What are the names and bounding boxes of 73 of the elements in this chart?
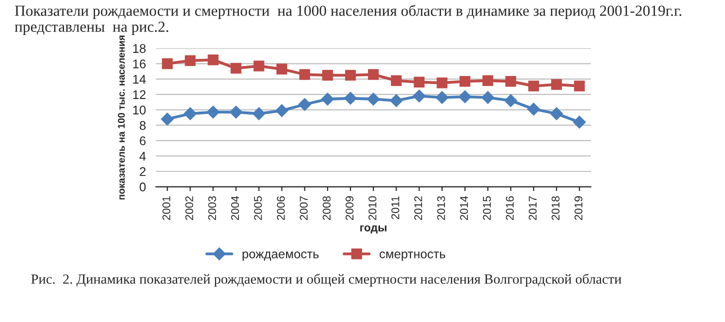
x-tick-label: 2005 xyxy=(254,196,262,220)
point xyxy=(527,102,540,116)
point xyxy=(206,106,220,119)
point xyxy=(412,90,426,102)
point xyxy=(275,104,288,118)
x-tick-label: 2002 xyxy=(185,196,194,220)
point xyxy=(230,62,242,74)
chart-title: Показатели рождаемости и смертности на 1000 населения области в динамике за период 2001-2019г.г. представлены на рис.2. xyxy=(14,4,682,35)
point xyxy=(390,94,403,108)
point xyxy=(184,55,196,66)
point xyxy=(573,116,586,129)
x-tick-label: 2009 xyxy=(346,196,354,220)
point xyxy=(254,60,264,72)
y-tick-label: 8 xyxy=(140,121,146,130)
point xyxy=(299,69,310,80)
y-tick-label: 10 xyxy=(133,106,146,114)
point xyxy=(436,78,448,88)
x-tick-label: 2018 xyxy=(552,196,560,220)
point xyxy=(504,94,518,108)
point xyxy=(460,76,470,87)
x-tick-label: 2008 xyxy=(322,196,331,220)
x-axis-title: годы xyxy=(360,225,386,234)
x-tick-label: 2013 xyxy=(437,196,446,220)
point xyxy=(344,92,357,105)
point xyxy=(550,107,563,120)
y-tick-label: 18 xyxy=(133,44,146,53)
point xyxy=(276,64,288,74)
point xyxy=(368,69,379,80)
x-tick-label: 2007 xyxy=(300,196,308,220)
x-tick-label: 2019 xyxy=(574,196,582,220)
point xyxy=(162,58,173,70)
point xyxy=(160,112,174,126)
legend-label: смертность xyxy=(380,252,446,261)
x-tick-label: 2001 xyxy=(162,196,170,220)
point xyxy=(252,107,266,120)
x-tick-label: 2014 xyxy=(460,196,468,220)
point xyxy=(298,98,312,111)
point xyxy=(574,80,585,92)
point xyxy=(482,75,494,86)
point xyxy=(528,80,540,92)
x-tick-label: 2004 xyxy=(231,196,239,220)
point xyxy=(481,91,494,104)
y-tick-label: 6 xyxy=(140,136,146,146)
legend-label: рождаемость xyxy=(242,252,319,261)
x-tick-label: 2003 xyxy=(208,196,216,220)
point xyxy=(208,54,218,66)
point xyxy=(230,106,242,119)
x-tick-label: 2016 xyxy=(506,196,514,220)
y-tick-label: 14 xyxy=(133,75,146,84)
point xyxy=(390,75,402,86)
x-tick-label: 2010 xyxy=(368,196,376,220)
y-tick-label: 12 xyxy=(133,90,146,99)
point xyxy=(458,90,472,104)
y-tick-label: 4 xyxy=(139,152,146,161)
point xyxy=(505,76,516,87)
x-tick-label: 2017 xyxy=(528,196,537,220)
point xyxy=(551,79,562,90)
x-tick-label: 2011 xyxy=(391,196,400,220)
point xyxy=(184,107,197,120)
point xyxy=(322,70,333,81)
point xyxy=(436,91,448,104)
point xyxy=(321,92,334,106)
x-tick-label: 2012 xyxy=(414,196,422,220)
point xyxy=(414,76,425,88)
point xyxy=(345,70,356,81)
y-tick-label: 2 xyxy=(140,167,146,176)
y-tick-label: 0 xyxy=(140,182,146,192)
point xyxy=(366,92,380,106)
x-tick-label: 2006 xyxy=(276,196,285,220)
text: Рис. 2. Динамика показателей рождаемости и общей смертности населения Волгоградской области xyxy=(31,274,622,287)
y-axis-title: показатель на 100 тыс. населения xyxy=(118,36,125,200)
y-tick-label: 16 xyxy=(133,59,146,68)
x-tick-label: 2015 xyxy=(482,196,491,220)
